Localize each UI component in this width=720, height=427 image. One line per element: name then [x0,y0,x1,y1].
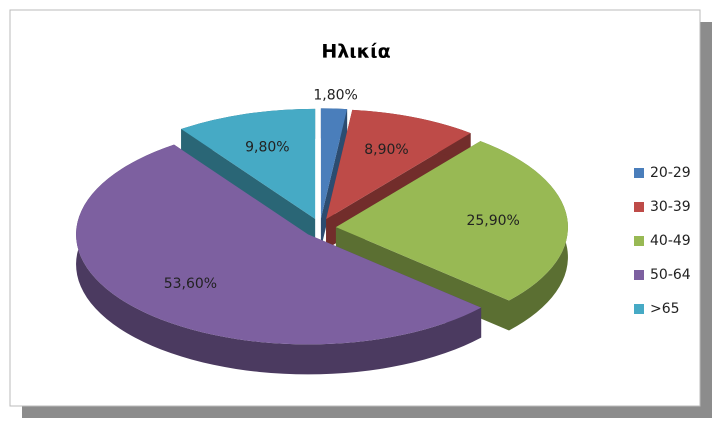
legend-swatch [634,236,644,246]
legend-swatch [634,304,644,314]
data-label: 8,90% [364,142,408,158]
legend-label: 30-39 [650,199,691,215]
data-label: 53,60% [164,276,217,292]
legend-label: 40-49 [650,233,691,249]
data-label: 25,90% [466,213,519,229]
slice-wall [320,109,348,249]
legend-swatch [634,168,644,178]
pie-slice [335,141,568,301]
pie-slice [326,109,471,220]
legend-swatch [634,270,644,280]
slice-tops [76,108,568,345]
legend-label: >65 [650,301,680,317]
legend-label: 20-29 [650,165,691,181]
legend-label: 50-64 [650,267,691,283]
pie-slice [76,144,482,345]
legend-swatch [634,202,644,212]
slice-wall [76,144,482,375]
pie-slice [320,108,348,219]
pie-slice [181,108,316,219]
data-label: 1,80% [313,87,357,103]
data-label: 9,80% [245,140,289,156]
chart-title: Ηλικία [321,41,390,63]
